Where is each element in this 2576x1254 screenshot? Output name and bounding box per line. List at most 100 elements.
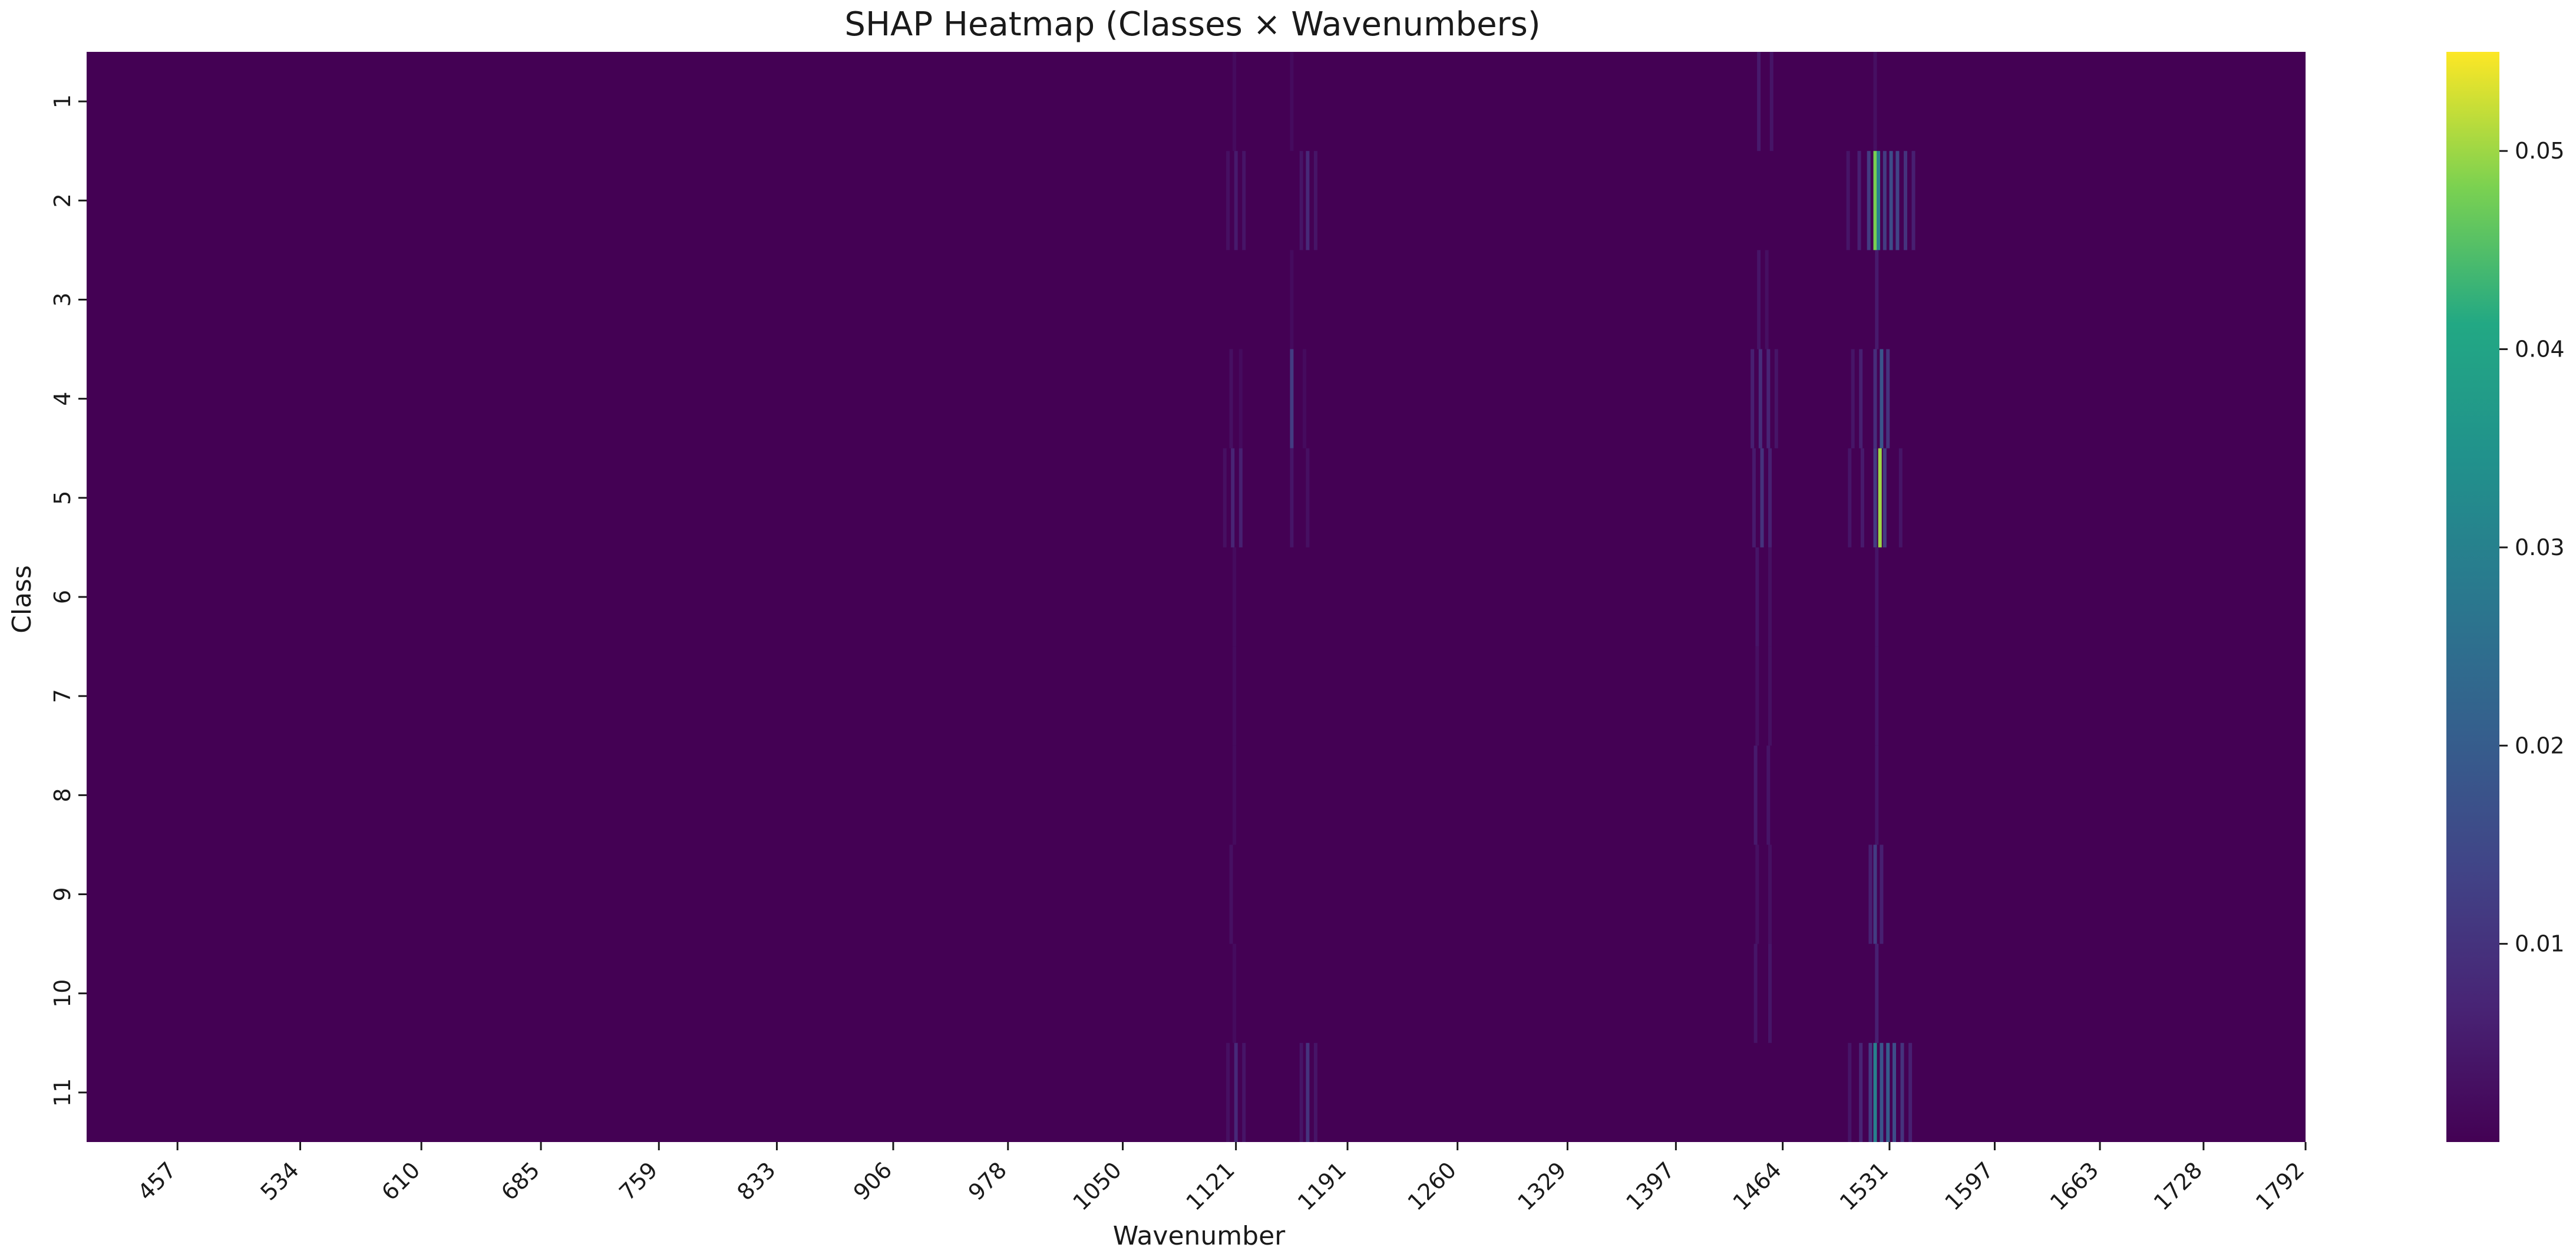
- x-tick-label: 759: [614, 1157, 662, 1205]
- heatmap-cell: [1755, 646, 1759, 746]
- heatmap-cell: [1848, 1042, 1852, 1142]
- heatmap-cell: [1760, 448, 1764, 547]
- heatmap-cell: [1231, 448, 1235, 547]
- heatmap-cell: [1873, 844, 1877, 944]
- heatmap-cell: [1753, 745, 1758, 845]
- heatmap-cell: [1233, 52, 1236, 151]
- heatmap-cell: [1898, 448, 1903, 547]
- x-tick-label: 1397: [1621, 1157, 1680, 1216]
- x-tick-label: 906: [848, 1157, 897, 1205]
- heatmap-background: [87, 52, 2306, 1142]
- heatmap-cell: [1875, 943, 1879, 1043]
- heatmap-cell: [1313, 151, 1317, 250]
- heatmap-cell: [1299, 151, 1303, 250]
- x-axis: 457 534 610 685 759 833 906 978 1050 1121 1191 1260…: [133, 1142, 2309, 1216]
- heatmap-area: [87, 52, 2306, 1142]
- heatmap-cell: [1873, 448, 1877, 547]
- heatmap-cell: [1895, 151, 1900, 250]
- heatmap-cell: [1880, 349, 1884, 448]
- heatmap-cell: [1755, 547, 1759, 647]
- heatmap-cell: [1889, 151, 1893, 250]
- heatmap-cell: [1768, 844, 1772, 944]
- heatmap-cell: [1900, 1042, 1904, 1142]
- heatmap-cell: [1306, 448, 1310, 547]
- x-tick-label: 833: [732, 1157, 780, 1205]
- heatmap-cell: [1233, 943, 1236, 1043]
- heatmap-cell: [1757, 250, 1761, 349]
- heatmap-cell: [1774, 349, 1778, 448]
- y-tick-label: 3: [49, 292, 75, 306]
- heatmap-cell: [1768, 448, 1772, 547]
- heatmap-cell: [1765, 250, 1769, 349]
- heatmap-cell: [1859, 1042, 1863, 1142]
- heatmap-cell: [1893, 1042, 1896, 1142]
- heatmap-cell: [1303, 349, 1306, 448]
- colorbar: 0.01 0.02 0.03 0.04 0.05: [2446, 52, 2565, 1142]
- y-tick-label: 11: [49, 1078, 75, 1107]
- heatmap-cell: [1860, 448, 1864, 547]
- colorbar-tick-label: 0.02: [2515, 732, 2565, 758]
- heatmap-cell: [1290, 448, 1294, 547]
- heatmap-cell: [1290, 52, 1294, 151]
- heatmap-cell: [1751, 349, 1755, 448]
- heatmap-cell: [1229, 844, 1233, 944]
- heatmap-cell: [1875, 250, 1879, 349]
- colorbar-tick-label: 0.05: [2515, 138, 2565, 164]
- heatmap-cell: [1757, 52, 1761, 151]
- heatmap-cell: [1911, 151, 1916, 250]
- x-tick-label: 1728: [2149, 1157, 2208, 1216]
- heatmap-cell: [1883, 448, 1887, 547]
- heatmap-cell: [1752, 448, 1756, 547]
- heatmap-cell: [1226, 1042, 1230, 1142]
- y-tick-label: 9: [49, 887, 75, 901]
- heatmap-cell: [1873, 52, 1877, 151]
- x-tick-label: 534: [255, 1157, 303, 1205]
- heatmap-cell: [1242, 151, 1246, 250]
- heatmap-cell: [1239, 448, 1243, 547]
- heatmap-cell: [1883, 151, 1887, 250]
- heatmap-cell: [1290, 349, 1294, 448]
- x-tick-label: 1792: [2251, 1157, 2310, 1216]
- x-tick-label: 1050: [1068, 1157, 1127, 1216]
- heatmap-cell: [1313, 1042, 1317, 1142]
- heatmap-cell: [1234, 151, 1238, 250]
- heatmap-cell: [1875, 745, 1879, 845]
- heatmap-cell: [1233, 646, 1236, 746]
- x-tick-label: 457: [133, 1157, 181, 1205]
- heatmap-cell: [1875, 547, 1879, 647]
- heatmap-cell: [1851, 349, 1855, 448]
- y-tick-label: 6: [49, 590, 75, 604]
- heatmap-cell: [1886, 1042, 1890, 1142]
- heatmap-cell: [1877, 151, 1880, 250]
- heatmap-cell: [1868, 1042, 1872, 1142]
- heatmap-cell: [1766, 349, 1771, 448]
- heatmap-cell: [1233, 547, 1236, 647]
- colorbar-tick-label: 0.01: [2515, 931, 2565, 957]
- x-tick-label: 1191: [1293, 1157, 1352, 1216]
- heatmap-cell: [1846, 151, 1850, 250]
- heatmap-cell: [1875, 646, 1879, 746]
- x-tick-label: 1260: [1403, 1157, 1462, 1216]
- heatmap-cell: [1226, 151, 1230, 250]
- x-tick-label: 685: [496, 1157, 544, 1205]
- colorbar-tick-label: 0.03: [2515, 534, 2565, 560]
- y-tick-label: 5: [49, 491, 75, 505]
- heatmap-cell: [1758, 349, 1762, 448]
- heatmap-cell: [1290, 250, 1294, 349]
- heatmap-cell: [1857, 151, 1861, 250]
- y-tick-label: 7: [49, 689, 75, 703]
- heatmap-cell: [1753, 943, 1758, 1043]
- heatmap-cell: [1873, 349, 1877, 448]
- heatmap-cell: [1768, 943, 1772, 1043]
- x-tick-label: 978: [963, 1157, 1012, 1205]
- y-axis: 1 2 3 4 5 6 7 8 9 10 11: [49, 94, 87, 1107]
- x-tick-label: 1531: [1835, 1157, 1894, 1216]
- heatmap-cell: [1880, 844, 1884, 944]
- y-tick-label: 10: [49, 979, 75, 1008]
- colorbar-tick-label: 0.04: [2515, 336, 2565, 362]
- heatmap-cell: [1299, 1042, 1303, 1142]
- y-tick-label: 1: [49, 94, 75, 108]
- y-tick-label: 8: [49, 788, 75, 802]
- x-tick-label: 1597: [1940, 1157, 1999, 1216]
